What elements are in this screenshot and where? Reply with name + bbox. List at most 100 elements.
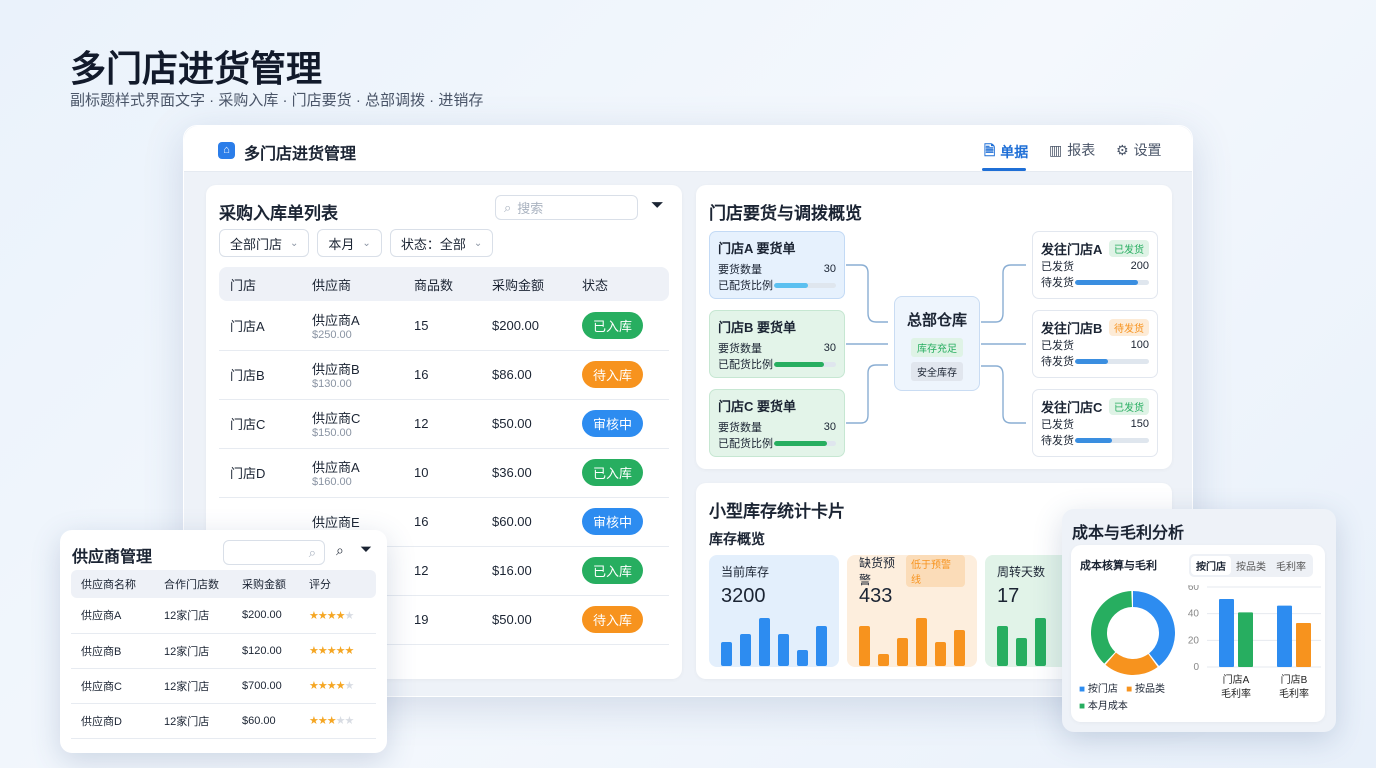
zoom-search-icon[interactable]: ⌕ [336,542,344,558]
chevron-down-icon: ⌄ [362,237,371,249]
purchase-panel: 采购入库单列表 ⌕ 搜索 ⏷ 全部门店 ⌄ 本月 ⌄ 状态：全部 ⌄ 门店 供应商 商品… [206,185,682,679]
status-cell: 待入库 [571,350,669,400]
rating: ★★★★★ [299,598,376,634]
cost-subtitle: 成本核算与毛利 [1080,560,1157,572]
stat-label: 缺货预警 [859,556,896,587]
inventory-stat-card[interactable]: 缺货预警 低于预警线 433 [847,555,977,667]
star-icon: ★ [344,715,355,727]
supplier-table: 供应商名称 合作门店数 采购金额 评分 供应商A 12家门店 $200.00 ★★★★… [71,570,376,739]
store-request-card[interactable]: 门店A 要货单 要货数量 30 已配货比例 [709,231,845,299]
filter-icon[interactable]: ⏷ [651,197,664,214]
filter-icon[interactable]: ⏷ [360,541,373,558]
mini-bar [954,630,965,666]
tab-by-store[interactable]: 按门店 [1191,556,1231,575]
tab-reports[interactable]: ▥ 报表 [1049,141,1096,159]
home-icon: ⌂ [218,142,235,159]
status-badge[interactable]: 待入库 [582,361,644,388]
x-tick-label: 门店B [1281,673,1308,686]
supplier-amount: $130.00 [312,378,352,390]
legend-item: ■ 本月成本 [1079,701,1128,712]
store-filter[interactable]: 全部门店 ⌄ [219,229,310,257]
dispatch-card[interactable]: 发往门店C 已发货 已发货 150 待发货 [1032,389,1158,457]
supplier-row[interactable]: 供应商A 12家门店 $200.00 ★★★★★ [71,598,376,634]
margin-bar [1296,623,1311,667]
star-icon: ★ [309,715,319,727]
warning-tag: 低于预警线 [906,555,965,587]
legend-item: ■ 按品类 [1126,684,1165,695]
dispatch-card[interactable]: 发往门店B 待发货 已发货 100 待发货 [1032,310,1158,378]
pending-bar [1075,358,1149,364]
status-badge[interactable]: 待入库 [582,606,644,633]
y-tick-label: 20 [1188,635,1200,646]
period-filter[interactable]: 本月 ⌄ [317,229,382,257]
donut-legend: ■ 按门店 ■ 按品类 ■ 本月成本 [1079,681,1165,715]
status-filter[interactable]: 状态：全部 ⌄ [389,229,494,257]
amount-cell: $50.00 [481,595,571,645]
status-cell: 审核中 [571,399,669,449]
store-count: 12家门店 [154,598,232,634]
search-icon: ⌕ [308,544,316,560]
hq-warehouse-node[interactable]: 总部仓库 库存充足 安全库存 [894,296,980,391]
gear-icon: ⚙ [1116,141,1129,158]
count-cell: 10 [403,448,481,498]
table-row[interactable]: 门店D 供应商A $160.00 10 $36.00 已入库 [219,448,669,498]
table-row[interactable]: 门店B 供应商B $130.00 16 $86.00 待入库 [219,350,669,400]
shipped-label: 已发货 [1041,419,1074,431]
inventory-stat-card[interactable]: 当前库存 3200 [709,555,839,667]
supplier-search-input[interactable]: ⌕ [223,540,325,565]
tab-settings[interactable]: ⚙ 设置 [1116,141,1162,159]
page-title: 多门店进货管理 [70,48,323,89]
mini-bar [778,634,789,666]
supplier-row[interactable]: 供应商D 12家门店 $60.00 ★★★★★ [71,703,376,739]
status-badge[interactable]: 已入库 [582,459,644,486]
store-request-card[interactable]: 门店C 要货单 要货数量 30 已配货比例 [709,389,845,457]
chevron-down-icon: ⌄ [473,237,483,249]
supplier-row[interactable]: 供应商C 12家门店 $700.00 ★★★★★ [71,668,376,704]
app-header: ⌂ 多门店进货管理 🗎 单据 ▥ 报表 ⚙ 设置 [184,126,1192,172]
supplier-row[interactable]: 供应商B 12家门店 $120.00 ★★★★★ [71,633,376,669]
star-icon: ★ [344,609,355,622]
x-tick-label: 毛利率 [1279,687,1309,700]
donut-slice [1105,652,1158,675]
stat-value: 3200 [721,585,766,607]
tab-margin[interactable]: 毛利率 [1276,562,1306,573]
rating: ★★★★★ [299,703,376,739]
tab-documents[interactable]: 🗎 单据 [984,140,1028,164]
mini-bar [859,626,870,666]
star-icon: ★ [344,645,355,657]
supplier-cell: 供应商A $250.00 [301,301,403,351]
y-tick-label: 40 [1188,609,1200,620]
store-count: 12家门店 [154,703,232,739]
mini-bar [997,626,1008,666]
stat-label: 周转天数 [997,564,1046,579]
store-request-card[interactable]: 门店B 要货单 要货数量 30 已配货比例 [709,310,845,378]
table-row[interactable]: 门店C 供应商C $150.00 12 $50.00 审核中 [219,399,669,449]
supplier-title: 供应商管理 [72,549,153,566]
count-cell: 12 [403,399,481,449]
ratio-label: 已配货比例 [718,438,773,450]
dispatch-card[interactable]: 发往门店A 已发货 已发货 200 待发货 [1032,231,1158,299]
amount: $200.00 [232,598,299,634]
pending-label: 待发货 [1041,277,1074,289]
x-tick-label: 门店A [1223,673,1250,686]
mini-bar-chart [721,616,827,666]
star-icon: ★ [335,680,346,692]
status-badge[interactable]: 审核中 [582,410,644,437]
request-title: 门店A 要货单 [718,241,796,256]
mini-bar-chart [997,616,1103,666]
request-title: 门店C 要货单 [718,399,797,414]
mini-bar [935,642,946,666]
status-badge[interactable]: 已入库 [582,311,644,339]
supplier-amount: $160.00 [312,476,352,488]
status-badge[interactable]: 已入库 [582,557,644,584]
ratio-bar [774,282,836,288]
tab-by-category[interactable]: 按品类 [1236,562,1266,573]
qty-label: 要货数量 [718,343,762,355]
document-icon: 🗎 [984,142,996,158]
purchase-search-input[interactable]: ⌕ 搜索 [495,195,638,220]
star-icon: ★ [344,680,355,692]
status-badge[interactable]: 审核中 [582,508,644,535]
table-row[interactable]: 门店A 供应商A $250.00 15 $200.00 已入库 [219,301,669,351]
supplier-name: 供应商D [71,703,154,739]
